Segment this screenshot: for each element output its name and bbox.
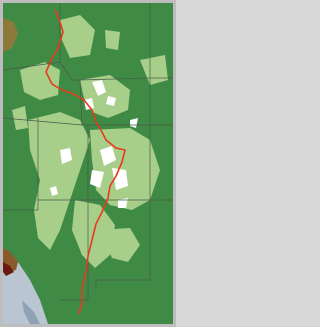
state-boundary bbox=[2, 3, 173, 301]
map bbox=[0, 0, 176, 327]
trail bbox=[45, 9, 126, 315]
page bbox=[0, 0, 176, 327]
lowland bbox=[3, 18, 18, 52]
snow bbox=[50, 80, 138, 208]
border bbox=[0, 0, 176, 327]
coast bbox=[22, 300, 40, 324]
lowland bbox=[3, 262, 14, 276]
